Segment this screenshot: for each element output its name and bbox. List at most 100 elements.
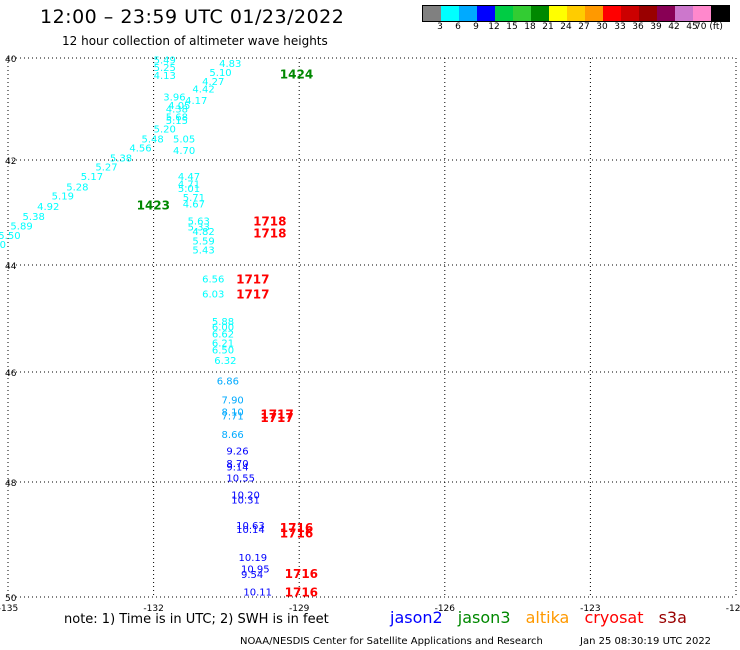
lon-label: -126 — [435, 604, 456, 614]
swh-value: 6.56 — [202, 274, 224, 285]
lat-label: 40 — [5, 55, 17, 65]
swh-value: 5.38 — [23, 212, 45, 223]
swh-value: 7.90 — [222, 396, 244, 407]
legend-jason2: jason2 — [390, 608, 443, 627]
track-label: 1717 — [260, 407, 293, 421]
swh-value: 8.70 — [226, 459, 248, 470]
colorbar-swatch — [477, 6, 495, 21]
swh-value: 6.32 — [214, 356, 236, 367]
swh-value: 5.25 — [154, 63, 176, 74]
track-label: 1718 — [253, 214, 286, 228]
track-label: 1424 — [280, 67, 313, 81]
swh-value: 6.21 — [212, 339, 234, 350]
colorbar-swatch — [639, 6, 657, 21]
swh-value: 8.66 — [222, 430, 244, 441]
credit-text: NOAA/NESDIS Center for Satellite Applica… — [240, 636, 543, 647]
legend-altika: altika — [525, 608, 570, 627]
swh-value: 4.92 — [37, 202, 59, 213]
colorbar-swatch — [657, 6, 675, 21]
track-label: 1717 — [236, 287, 269, 301]
swh-value: 10.19 — [239, 553, 268, 564]
axis-labels: 40 42 44 46 48 50-135 -132 -129 -126 -123 -120 — [0, 55, 740, 614]
colorbar-label: 45 — [686, 22, 698, 32]
track-label: 1716 — [285, 585, 318, 599]
legend-cryosat: cryosat — [584, 608, 644, 627]
track-label: 1716 — [285, 567, 318, 581]
colorbar-label: 24 — [560, 22, 572, 32]
swh-value: 8.10 — [222, 408, 244, 419]
colorbar-swatch — [549, 6, 567, 21]
lon-label: -129 — [289, 604, 310, 614]
colorbar-label: 15 — [506, 22, 518, 32]
colorbar-swatch — [423, 6, 441, 21]
swh-value: 5.50 — [0, 231, 21, 242]
swh-value: 6.10 — [0, 240, 6, 251]
lat-label: 46 — [5, 369, 17, 379]
swh-value: 6.50 — [212, 346, 234, 357]
lon-label: -120 — [726, 604, 740, 614]
swh-value: 5.43 — [192, 245, 214, 256]
swh-value: 5.17 — [81, 172, 103, 183]
swh-value: 5.38 — [110, 153, 132, 164]
swh-value: 4.27 — [202, 77, 224, 88]
swh-value: 6.00 — [212, 323, 234, 334]
colorbar-swatch — [585, 6, 603, 21]
colorbar-swatch — [675, 6, 693, 21]
track-label: 1717 — [260, 411, 293, 425]
lat-label: 44 — [5, 262, 17, 272]
swh-value: 5.59 — [192, 236, 214, 247]
colorbar — [422, 5, 730, 22]
swh-value: 5.68 — [166, 113, 188, 124]
swh-value: 10.14 — [236, 525, 265, 536]
colorbar-label: 21 — [542, 22, 554, 32]
swh-value: 4.71 — [178, 180, 200, 191]
track-label: 1717 — [236, 272, 269, 286]
swh-value: 9.26 — [226, 447, 248, 458]
swh-value: 4.38 — [166, 104, 188, 115]
swh-value: 4.13 — [154, 71, 176, 82]
satellite-legend: jason2 jason3 altika cryosat s3a — [390, 608, 697, 627]
lon-label: -123 — [580, 604, 600, 614]
colorbar-label: 42 — [668, 22, 680, 32]
page-title: 12:00 – 23:59 UTC 01/23/2022 — [40, 6, 345, 28]
swh-value: 5.63 — [188, 216, 210, 227]
track-label: 1716 — [280, 527, 313, 541]
colorbar-label: 30 — [596, 22, 608, 32]
footer-note: note: 1) Time is in UTC; 2) SWH is in fe… — [64, 612, 329, 627]
map-grid — [7, 57, 737, 598]
colorbar-swatch — [459, 6, 477, 21]
colorbar-swatch — [621, 6, 639, 21]
colorbar-swatch — [495, 6, 513, 21]
swh-value: 4.67 — [183, 200, 205, 211]
swh-value: 10.55 — [226, 474, 255, 485]
lat-label: 50 — [5, 594, 17, 604]
swh-value: 4.82 — [192, 227, 214, 238]
colorbar-label: 9 — [473, 22, 479, 32]
swh-value: 6.86 — [217, 376, 239, 387]
swh-value: 7.71 — [222, 411, 244, 422]
colorbar-labels: 3 6 9 12 15 18 21 24 27 30 33 36 39 42 45 70 (ft) — [422, 22, 740, 34]
swh-value: 4.47 — [178, 172, 200, 183]
colorbar-label: 39 — [650, 22, 662, 32]
swh-value: 10.95 — [241, 564, 270, 575]
swh-value: 5.33 — [188, 223, 210, 234]
colorbar-label: 18 — [524, 22, 536, 32]
swh-value: 5.49 — [154, 56, 176, 67]
swh-value: 5.71 — [183, 193, 205, 204]
lon-label: -132 — [143, 604, 163, 614]
swh-value: 5.88 — [212, 317, 234, 328]
lon-label: -135 — [0, 604, 18, 614]
page-subtitle: 12 hour collection of altimeter wave hei… — [62, 34, 328, 48]
colorbar-label: 6 — [455, 22, 461, 32]
swh-value: 9.14 — [226, 463, 248, 474]
swh-value: 4.83 — [219, 59, 241, 70]
swh-value: 5.48 — [141, 135, 163, 146]
legend-jason3: jason3 — [457, 608, 511, 627]
legend-s3a: s3a — [658, 608, 687, 627]
track-label: 1423 — [137, 199, 170, 213]
swh-value: 9.54 — [241, 570, 263, 581]
swh-value: 6.03 — [202, 289, 224, 300]
swh-value: 6.62 — [212, 329, 234, 340]
swh-value: 5.05 — [173, 135, 195, 146]
